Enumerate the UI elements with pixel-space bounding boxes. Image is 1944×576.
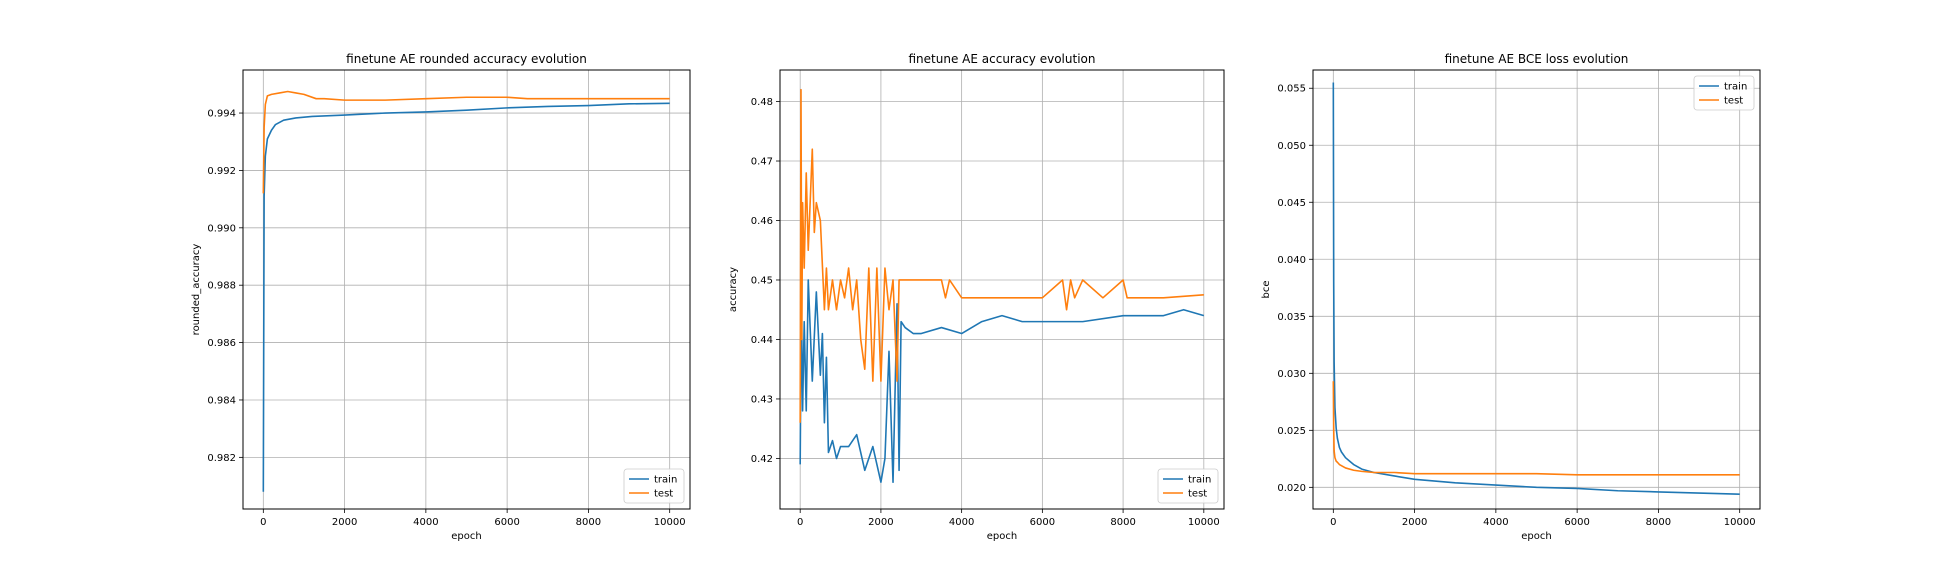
x-tick-label: 10000	[1188, 517, 1220, 528]
x-tick-label: 8000	[1110, 517, 1135, 528]
x-tick-label: 10000	[1724, 517, 1756, 528]
x-tick-label: 6000	[494, 517, 519, 528]
y-tick-label: 0.45	[751, 275, 773, 286]
legend-label: train	[1188, 475, 1211, 486]
chart-title: finetune AE rounded accuracy evolution	[346, 52, 587, 66]
chart-title: finetune AE BCE loss evolution	[1445, 52, 1629, 66]
y-tick-label: 0.984	[207, 395, 236, 406]
x-tick-label: 0	[260, 517, 266, 528]
y-tick-label: 0.992	[207, 166, 236, 177]
axes-frame	[779, 69, 1225, 510]
x-tick-label: 8000	[576, 517, 601, 528]
x-axis-label: epoch	[987, 531, 1017, 542]
x-axis-label: epoch	[451, 531, 481, 542]
x-tick-label: 6000	[1030, 517, 1055, 528]
axes-frame	[242, 69, 691, 510]
legend-box	[1157, 468, 1219, 504]
y-tick-label: 0.045	[1277, 198, 1306, 209]
x-tick-label: 4000	[949, 517, 974, 528]
legend-box	[1693, 75, 1755, 111]
y-tick-label: 0.48	[751, 97, 773, 108]
y-tick-label: 0.44	[751, 335, 773, 346]
chart-1: 0 2000 4000 6000 8000 10000 0.982 0.984 0.986 0.9…	[191, 52, 691, 542]
legend-label: test	[654, 489, 673, 500]
y-tick-label: 0.020	[1277, 483, 1306, 494]
legend-label: train	[654, 475, 677, 486]
x-tick-label: 10000	[654, 517, 686, 528]
y-tick-label: 0.990	[207, 223, 236, 234]
y-tick-label: 0.025	[1277, 426, 1306, 437]
y-tick-label: 0.47	[751, 157, 773, 168]
legend: train test	[1693, 75, 1755, 111]
series-line-train	[799, 279, 1205, 484]
y-tick-label: 0.982	[207, 453, 236, 464]
y-tick-label: 0.050	[1277, 141, 1306, 152]
chart-title: finetune AE accuracy evolution	[909, 52, 1096, 66]
y-tick-label: 0.988	[207, 281, 236, 292]
chart-2: 0 2000 4000 6000 8000 10000 0.42 0.43 0.44 0.45 0.…	[728, 52, 1225, 542]
series-line-train	[1332, 82, 1740, 495]
series-line-test	[1332, 381, 1740, 476]
x-tick-label: 8000	[1646, 517, 1671, 528]
x-tick-label: 2000	[868, 517, 893, 528]
y-tick-label: 0.055	[1277, 84, 1306, 95]
y-tick-label: 0.035	[1277, 312, 1306, 323]
series-line-train	[262, 102, 670, 492]
x-tick-label: 4000	[1483, 517, 1508, 528]
y-tick-label: 0.994	[207, 109, 236, 120]
y-tick-label: 0.46	[751, 216, 773, 227]
y-axis-label: rounded_accuracy	[191, 244, 202, 336]
axes-frame	[1312, 69, 1761, 510]
y-axis-label: accuracy	[728, 267, 739, 312]
series-line-test	[262, 90, 670, 194]
legend-label: test	[1724, 96, 1743, 107]
x-tick-label: 6000	[1564, 517, 1589, 528]
x-tick-label: 4000	[413, 517, 438, 528]
y-tick-label: 0.986	[207, 338, 236, 349]
legend-box	[623, 468, 685, 504]
legend: train test	[623, 468, 685, 504]
x-axis-label: epoch	[1521, 531, 1551, 542]
x-tick-label: 2000	[332, 517, 357, 528]
x-tick-label: 2000	[1402, 517, 1427, 528]
series-line-test	[799, 88, 1204, 423]
legend-label: test	[1188, 489, 1207, 500]
legend: train test	[1157, 468, 1219, 504]
legend-label: train	[1724, 82, 1747, 93]
y-tick-label: 0.43	[751, 394, 773, 405]
y-tick-label: 0.030	[1277, 369, 1306, 380]
x-tick-label: 0	[797, 517, 803, 528]
x-tick-label: 0	[1330, 517, 1336, 528]
y-tick-label: 0.42	[751, 454, 773, 465]
y-axis-label: bce	[1261, 281, 1272, 299]
chart-3: 0 2000 4000 6000 8000 10000 0.020 0.025 0.030 0.0…	[1261, 52, 1761, 542]
y-tick-label: 0.040	[1277, 255, 1306, 266]
